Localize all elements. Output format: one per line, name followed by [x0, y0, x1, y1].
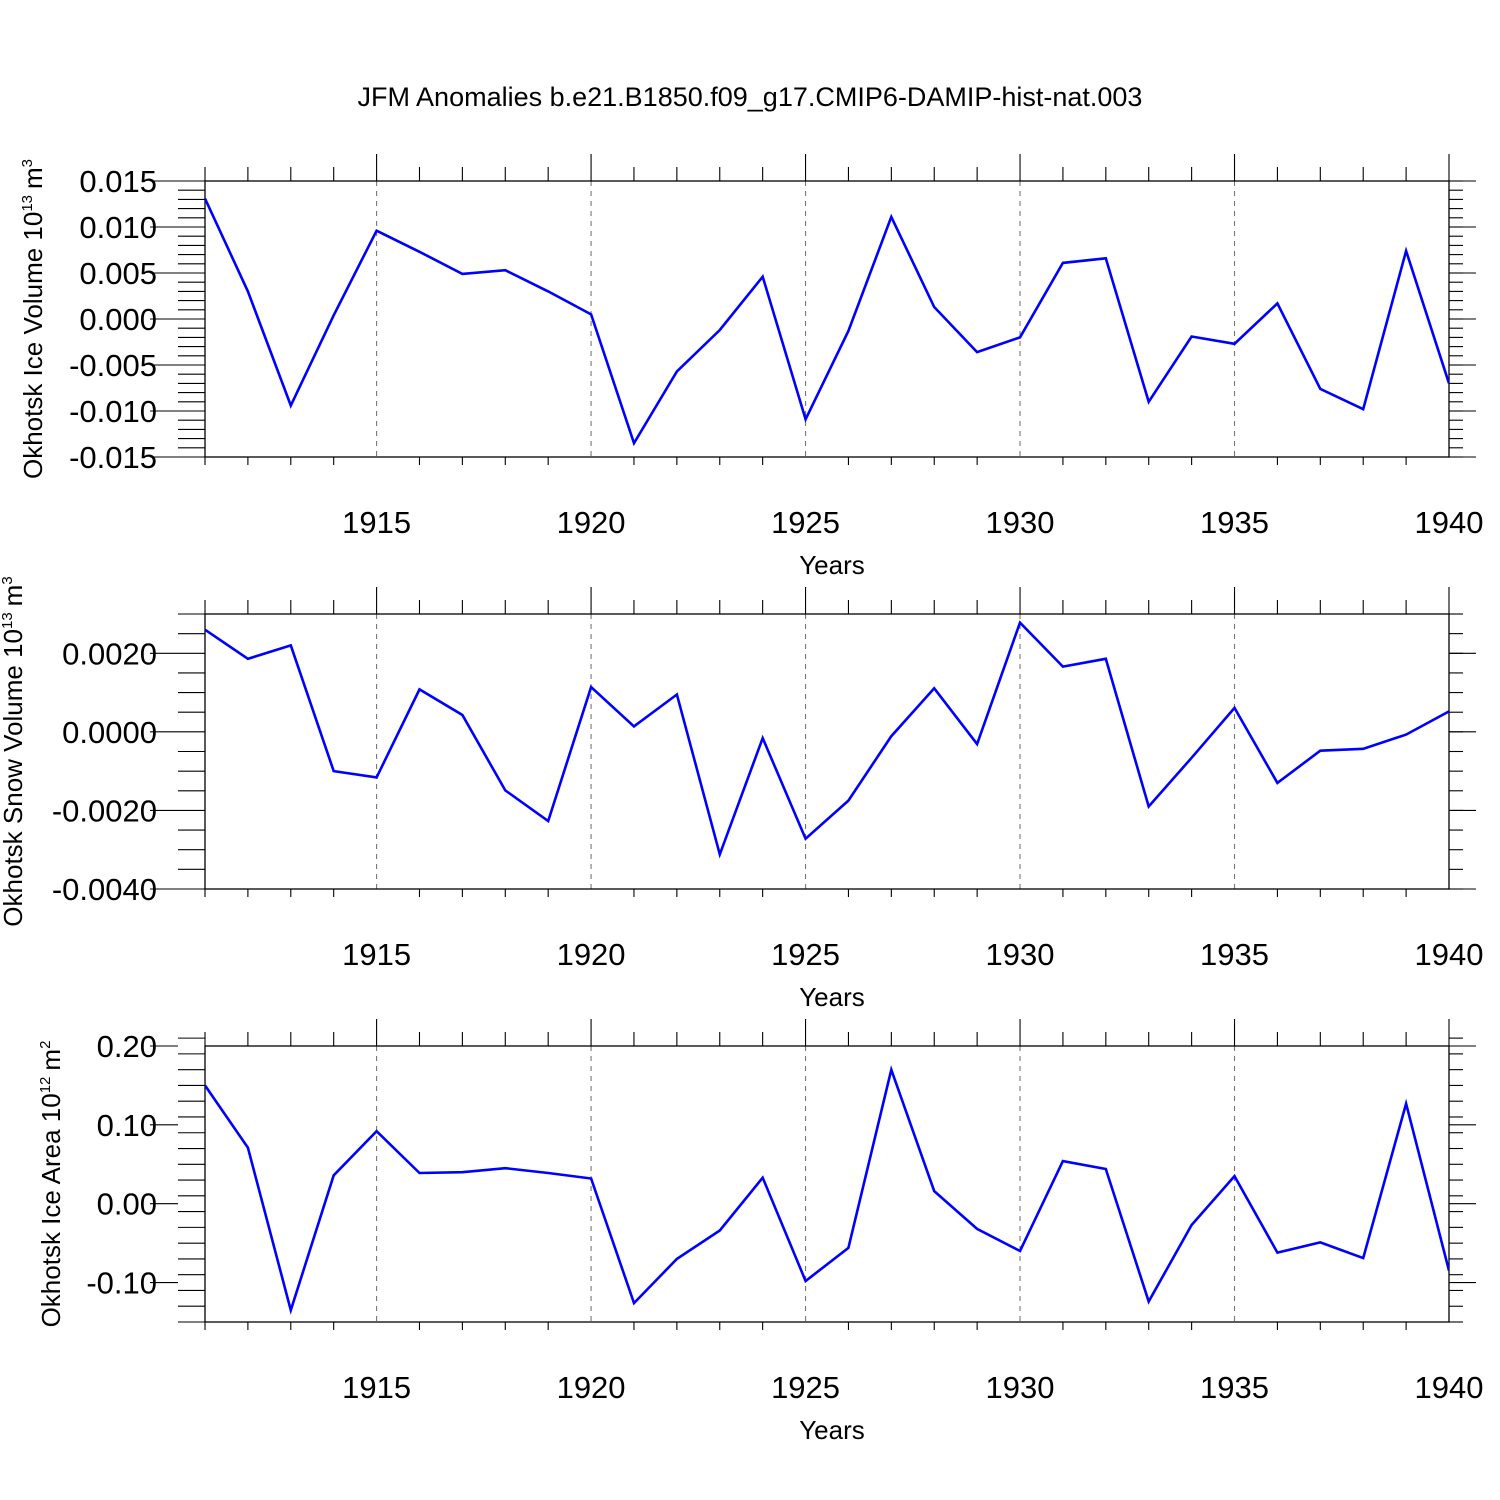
y-tick-label: 0.20 — [97, 1029, 157, 1064]
x-tick-label: 1940 — [1415, 505, 1484, 540]
x-tick-label: 1925 — [771, 1370, 840, 1405]
y-axis-label-part: Okhotsk Ice Area 10 — [36, 1093, 66, 1327]
x-tick-label: 1930 — [986, 505, 1055, 540]
y-axis-label-superscript: 13 — [19, 195, 36, 212]
x-tick-label: 1940 — [1415, 1370, 1484, 1405]
y-tick-label: 0.0020 — [62, 636, 157, 671]
figure-title: JFM Anomalies b.e21.B1850.f09_g17.CMIP6-… — [358, 82, 1143, 112]
y-tick-label: -0.015 — [69, 440, 157, 475]
y-tick-label: 0.10 — [97, 1108, 157, 1143]
x-axis-label: Years — [799, 982, 865, 1012]
x-tick-label: 1915 — [342, 1370, 411, 1405]
y-tick-label: -0.005 — [69, 348, 157, 383]
y-axis-label-part: Okhotsk Snow Volume 10 — [0, 629, 28, 927]
y-tick-label: -0.010 — [69, 394, 157, 429]
y-axis-label-part: m — [0, 585, 28, 607]
x-tick-label: 1925 — [771, 937, 840, 972]
y-axis-label: Okhotsk Snow Volume 1013 m3 — [0, 576, 28, 926]
y-tick-label: 0.010 — [79, 210, 157, 245]
x-tick-label: 1935 — [1200, 1370, 1269, 1405]
panel-2: 1915 1920 1925 1930 1935 1940 Years -0.0040 -0.0… — [0, 576, 1483, 1012]
x-axis-label: Years — [799, 550, 865, 580]
y-axis-label-superscript: 3 — [19, 159, 36, 167]
y-axis-label: Okhotsk Ice Volume 1013 m3 — [18, 159, 48, 479]
y-axis-label-superscript: 2 — [37, 1041, 54, 1049]
y-tick-label: -0.10 — [86, 1266, 157, 1301]
y-tick-label: 0.0000 — [62, 715, 157, 750]
y-tick-label: -0.0020 — [52, 793, 157, 828]
x-tick-label: 1930 — [986, 937, 1055, 972]
y-tick-label: 0.015 — [79, 164, 157, 199]
y-axis-label-superscript: 3 — [0, 576, 16, 584]
y-axis-label-part: m — [36, 1049, 66, 1071]
series-line — [205, 1065, 1449, 1315]
y-axis-label-part: Okhotsk Ice Volume 10 — [18, 212, 48, 479]
y-axis-label: Okhotsk Ice Area 1012 m2 — [36, 1041, 66, 1328]
x-tick-label: 1915 — [342, 937, 411, 972]
panel-3: 1915 1920 1925 1930 1935 1940 Years -0.10 0.00 0.… — [36, 1019, 1483, 1445]
y-tick-label: -0.0040 — [52, 872, 157, 907]
x-tick-label: 1920 — [557, 1370, 626, 1405]
x-tick-label: 1920 — [557, 937, 626, 972]
y-tick-label: 0.000 — [79, 302, 157, 337]
y-axis-label-superscript: 13 — [0, 612, 16, 629]
x-tick-label: 1940 — [1415, 937, 1484, 972]
y-tick-label: 0.00 — [97, 1187, 157, 1222]
x-tick-label: 1925 — [771, 505, 840, 540]
x-axis-label: Years — [799, 1415, 865, 1445]
series-line — [205, 620, 1449, 859]
x-tick-label: 1920 — [557, 505, 626, 540]
panel-1: 1915 1920 1925 1930 1935 1940 Years -0.015 -0.01… — [18, 154, 1483, 580]
x-tick-label: 1935 — [1200, 505, 1269, 540]
x-tick-label: 1935 — [1200, 937, 1269, 972]
y-axis-label-part: m — [18, 167, 48, 189]
y-axis-label-superscript: 12 — [37, 1077, 54, 1094]
panels: 1915 1920 1925 1930 1935 1940 Years -0.015 -0.01… — [0, 154, 1483, 1445]
y-tick-label: 0.005 — [79, 256, 157, 291]
series-line — [205, 197, 1449, 447]
x-tick-label: 1930 — [986, 1370, 1055, 1405]
plot-frame — [204, 1045, 1450, 1323]
x-tick-label: 1915 — [342, 505, 411, 540]
